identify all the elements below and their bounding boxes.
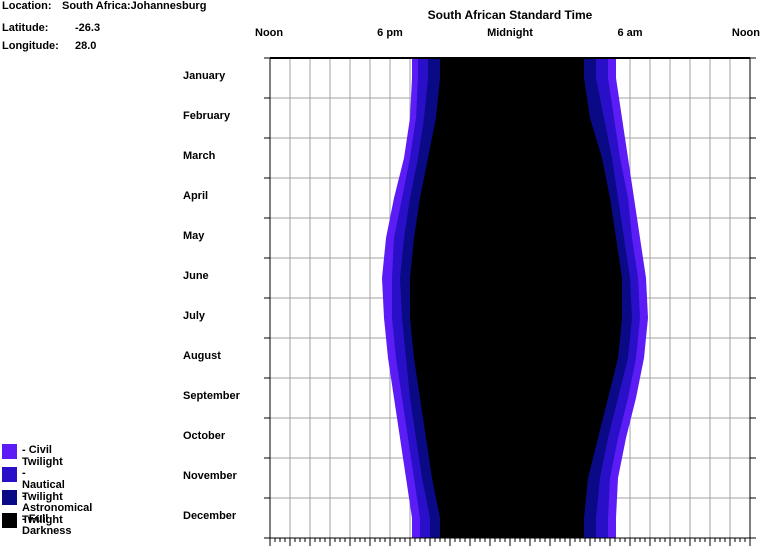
legend-swatch xyxy=(2,444,17,459)
x-tick-label: Midnight xyxy=(487,27,533,39)
month-label: May xyxy=(183,230,205,242)
month-label: June xyxy=(183,270,209,282)
month-label: July xyxy=(183,310,206,322)
legend-swatch xyxy=(2,467,17,482)
legend-label: - Full Darkness xyxy=(22,513,72,537)
legend-swatch xyxy=(2,513,17,528)
month-label: April xyxy=(183,190,209,202)
month-label: November xyxy=(183,470,237,482)
legend-label: - Astronomical Twilight xyxy=(22,490,93,526)
band-full-darkness xyxy=(410,58,622,538)
x-tick-label: Noon xyxy=(255,27,284,39)
month-label: August xyxy=(183,350,221,362)
latitude-label: Latitude: xyxy=(2,22,49,34)
legend-label: - Civil Twilight xyxy=(22,444,63,468)
longitude-value: 28.0 xyxy=(75,40,97,52)
x-tick-label: 6 am xyxy=(617,27,643,39)
longitude-label: Longitude: xyxy=(2,40,59,52)
location-label: Location: xyxy=(2,0,52,12)
month-label: September xyxy=(183,390,240,402)
chart-title: South African Standard Time xyxy=(427,8,593,22)
month-label: February xyxy=(183,110,231,122)
latitude-value: -26.3 xyxy=(75,22,101,34)
month-label: March xyxy=(183,150,216,162)
month-label: January xyxy=(183,70,226,82)
legend-swatch xyxy=(2,490,17,505)
location-value: South Africa:Johannesburg xyxy=(62,0,207,12)
legend-label: - Nautical Twilight xyxy=(22,467,65,503)
month-label: October xyxy=(183,430,226,442)
x-tick-label: 6 pm xyxy=(377,27,403,39)
x-tick-label: Noon xyxy=(731,27,760,39)
month-label: December xyxy=(183,510,237,522)
